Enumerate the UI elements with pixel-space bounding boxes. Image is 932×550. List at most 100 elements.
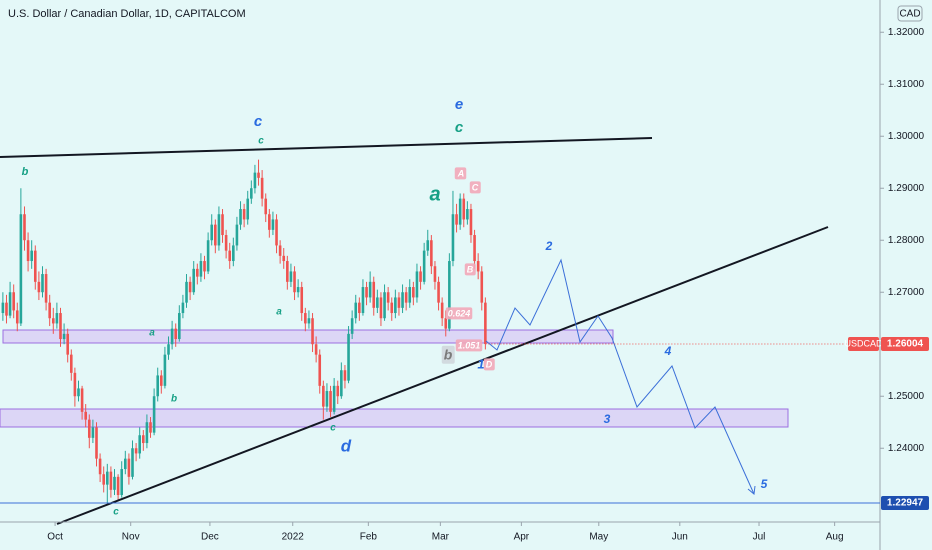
candle-body (462, 198, 466, 220)
candle-body (293, 271, 296, 293)
candle-body (304, 313, 307, 324)
label-box (483, 358, 495, 371)
candle-body (401, 292, 404, 308)
candle-body (59, 313, 62, 340)
candle-body (433, 266, 437, 282)
candle-body (480, 271, 484, 303)
label-box (455, 339, 483, 352)
candle-body (476, 261, 480, 272)
candle-body (98, 458, 102, 475)
candle-body (397, 297, 401, 308)
wave-label: c (455, 119, 464, 136)
candle-body (430, 240, 433, 267)
label-box (445, 307, 473, 320)
candle-body (246, 198, 250, 220)
candle-body (336, 385, 340, 397)
candle-body (66, 333, 69, 355)
candle-body (37, 281, 41, 293)
candle-body (296, 287, 300, 293)
candle-body (390, 302, 394, 314)
candle-body (451, 214, 455, 262)
candle-body (124, 458, 127, 470)
arrow-head (747, 485, 756, 495)
candle-body (368, 281, 372, 298)
projection-path (485, 258, 755, 495)
candle-body (15, 310, 19, 324)
zone-box (2, 329, 614, 344)
candle-body (131, 448, 134, 477)
y-tick-label: 1.32000 (888, 27, 925, 38)
wave-label: b (444, 347, 453, 363)
candle-body (282, 255, 286, 262)
candle-body (206, 240, 210, 272)
trend-line (56, 226, 829, 525)
wave-label: 3 (604, 412, 611, 426)
candle-body (51, 318, 55, 324)
candle-body (440, 302, 444, 319)
candle-body (5, 302, 8, 316)
candle-body (289, 271, 293, 282)
candle-body (127, 458, 131, 477)
candle-body (41, 274, 44, 293)
candle-body (325, 391, 329, 407)
price-label: 1.26004 (887, 339, 924, 350)
candle-body (62, 333, 66, 340)
wave-label: 5 (761, 477, 768, 491)
zone-box (0, 408, 789, 428)
candle-body (408, 287, 412, 303)
wave-label: 4 (664, 344, 672, 358)
candle-body (181, 302, 185, 314)
currency-button[interactable] (897, 5, 923, 22)
candle-body (455, 214, 458, 225)
candle-body (19, 214, 23, 324)
y-tick-label: 1.30000 (888, 131, 925, 142)
candle-body (156, 375, 160, 397)
candle-body (422, 250, 426, 282)
candle-body (271, 219, 275, 230)
candle-body (217, 214, 221, 246)
candle-body (174, 328, 178, 340)
y-tick-label: 1.27000 (888, 287, 925, 298)
candle-body (322, 385, 325, 407)
wave-label: B (467, 264, 474, 274)
candle-body (152, 396, 156, 433)
candle-body (394, 297, 397, 314)
label-box (469, 181, 481, 194)
wave-label: a (276, 307, 282, 318)
wave-label: a (429, 183, 440, 205)
candle-body (415, 271, 419, 298)
y-tick-label: 1.24000 (888, 443, 925, 454)
x-tick-label: Nov (122, 532, 140, 543)
candle-body (444, 318, 448, 329)
candle-body (73, 372, 77, 397)
candle-body (87, 419, 91, 438)
candle-body (192, 268, 196, 293)
candle-body (188, 281, 192, 293)
candle-body (469, 209, 473, 236)
label-box (454, 167, 467, 180)
candle-body (102, 474, 105, 485)
candle-body (484, 302, 487, 345)
candle-body (185, 281, 188, 303)
candle-body (354, 302, 358, 319)
candle-body (268, 214, 271, 230)
x-tick-label: Jul (753, 532, 766, 543)
wave-label: 1 (477, 356, 484, 371)
candle-body (329, 391, 332, 412)
wave-label: d (341, 436, 352, 455)
candle-body (361, 287, 365, 314)
price-tag (881, 337, 929, 352)
x-tick-label: Dec (201, 532, 219, 543)
candle-body (23, 214, 26, 241)
candle-body (314, 344, 318, 355)
y-tick-label: 1.28000 (888, 235, 925, 246)
currency-label[interactable]: CAD (899, 9, 920, 20)
candle-body (199, 261, 203, 277)
candle-body (30, 250, 33, 262)
trend-line (0, 137, 653, 158)
candle-body (113, 476, 116, 490)
candle-body (214, 224, 217, 246)
candle-body (260, 177, 264, 199)
wave-label: c (113, 507, 119, 518)
